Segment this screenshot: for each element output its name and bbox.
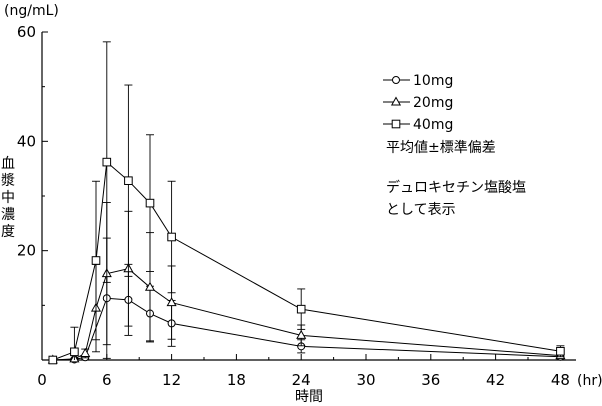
y-axis-title-char: 漿 xyxy=(1,173,15,189)
data-point-legend-20mg xyxy=(390,96,402,106)
data-point-40mg xyxy=(102,157,112,167)
data-point-40mg xyxy=(296,304,306,314)
data-point-legend-10mg xyxy=(392,76,400,84)
y-axis-title-char: 度 xyxy=(1,224,15,240)
legend-label: 20mg xyxy=(413,95,453,111)
y-axis-title-char: 濃 xyxy=(1,207,15,223)
data-point-legend-40mg xyxy=(391,119,401,129)
data-point-40mg xyxy=(48,355,58,365)
note-duloxetine: デュロキセチン塩酸塩 xyxy=(386,179,526,196)
note-display: として表示 xyxy=(386,202,456,218)
x-unit-label: (hr) xyxy=(577,373,602,389)
note-mean-sd: 平均値±標準偏差 xyxy=(386,140,496,156)
series-40mg xyxy=(48,41,565,365)
x-tick-label: 24 xyxy=(292,371,311,389)
data-point-40mg xyxy=(167,232,176,242)
series-line xyxy=(52,297,561,361)
x-axis-title: 時間 xyxy=(295,389,323,405)
series-line xyxy=(52,268,561,361)
data-point-40mg xyxy=(124,176,133,185)
x-tick-label: 12 xyxy=(162,371,181,389)
x-tick-label: 18 xyxy=(227,371,246,389)
y-axis-title-char: 血 xyxy=(1,156,15,172)
data-point-40mg xyxy=(91,256,101,265)
tick-labels: 0 6 12 18 24 30 36 42 48 20 40 60 xyxy=(17,23,570,389)
x-tick-label: 30 xyxy=(356,371,375,389)
x-tick-label: 36 xyxy=(421,371,440,389)
data-point-20mg xyxy=(80,347,91,357)
data-point-40mg xyxy=(70,347,79,357)
data-point-20mg xyxy=(166,297,177,307)
plot-area xyxy=(47,41,566,365)
y-tick-label: 40 xyxy=(17,132,36,150)
x-tick-label: 42 xyxy=(486,371,505,389)
x-tick-label: 0 xyxy=(37,371,47,389)
y-tick-label: 60 xyxy=(17,23,36,41)
legend-label: 40mg xyxy=(413,117,453,133)
data-point-40mg xyxy=(145,198,155,208)
legend: 10mg 20mg 40mg xyxy=(383,73,453,133)
y-axis-title-char: 中 xyxy=(1,190,15,206)
x-tick-label: 6 xyxy=(102,371,112,389)
y-tick-label: 20 xyxy=(17,242,36,260)
legend-label: 10mg xyxy=(413,73,453,89)
x-tick-label: 48 xyxy=(551,371,570,389)
data-point-40mg xyxy=(556,346,565,356)
y-unit-label: (ng/mL) xyxy=(4,3,59,19)
data-point-20mg xyxy=(296,329,307,339)
series-10mg xyxy=(48,237,565,364)
data-point-20mg xyxy=(144,281,156,291)
